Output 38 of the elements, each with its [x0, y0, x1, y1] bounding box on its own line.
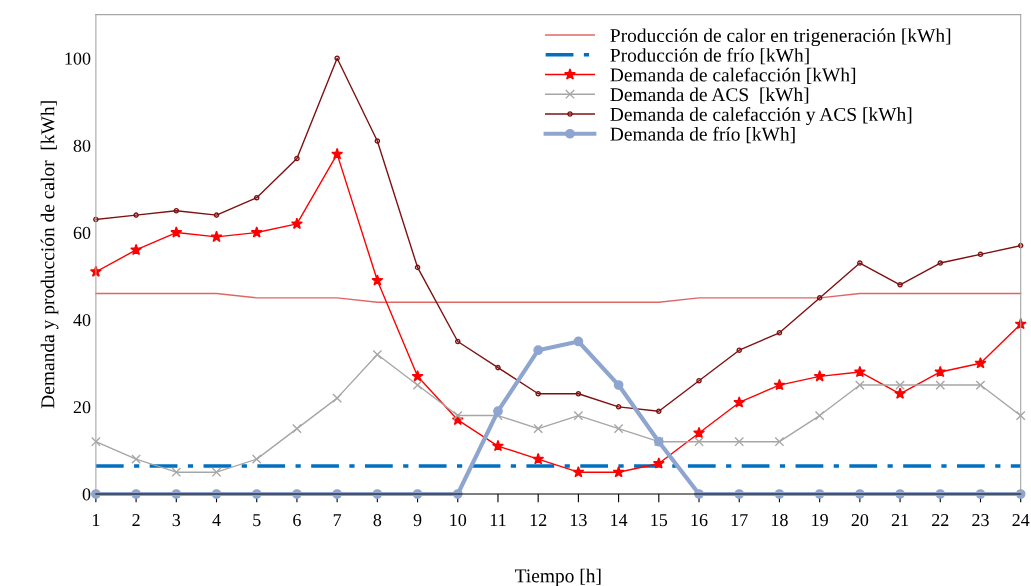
- x-axis-title: Tiempo [h]: [514, 568, 601, 586]
- x-tick-label: 1: [92, 514, 100, 526]
- y-tick-label: 40: [73, 313, 91, 327]
- x-tick-label: 7: [333, 514, 342, 526]
- x-tick-label: 4: [212, 514, 221, 526]
- legend-label: Producción de calor en trigeneración [kWh]: [610, 28, 951, 47]
- y-tick-label: 80: [73, 139, 91, 152]
- x-tick-label: 15: [651, 514, 668, 527]
- x-tick-label: 2: [132, 514, 140, 526]
- x-tick-label: 18: [772, 513, 788, 527]
- y-axis-title: Demanda y producción de calor [kWh]: [40, 101, 59, 409]
- x-tick-label: 6: [293, 514, 301, 527]
- x-tick-label: 23: [972, 514, 989, 527]
- y-tick-label: 20: [73, 401, 91, 414]
- x-tick-label: 14: [611, 514, 628, 526]
- legend-label: Producción de frío [kWh]: [610, 47, 809, 65]
- x-tick-label: 17: [731, 514, 748, 526]
- y-tick-label: 0: [82, 488, 91, 501]
- y-tick-label: 100: [65, 52, 91, 65]
- y-tick-label: 60: [73, 226, 91, 239]
- x-tick-label: 22: [932, 514, 949, 526]
- x-tick-label: 21: [891, 514, 909, 526]
- x-tick-label: 5: [253, 514, 261, 527]
- x-tick-label: 8: [373, 513, 382, 527]
- x-tick-label: 24: [1012, 514, 1030, 526]
- x-tick-label: 9: [413, 514, 422, 527]
- x-tick-label: 19: [812, 514, 828, 527]
- legend-label: Demanda de frío [kWh]: [610, 126, 795, 144]
- x-tick-label: 16: [691, 514, 708, 527]
- legend-label: Demanda de calefacción [kWh]: [610, 67, 856, 84]
- x-tick-label: 10: [450, 513, 467, 527]
- legend-label: Demanda de ACS [kWh]: [610, 87, 809, 104]
- legend-label: Demanda de calefacción y ACS [kWh]: [610, 107, 912, 125]
- x-tick-label: 20: [851, 513, 869, 527]
- x-tick-label: 13: [570, 514, 587, 527]
- x-tick-label: 12: [530, 514, 547, 526]
- x-tick-label: 11: [490, 514, 506, 526]
- x-tick-label: 3: [172, 514, 181, 527]
